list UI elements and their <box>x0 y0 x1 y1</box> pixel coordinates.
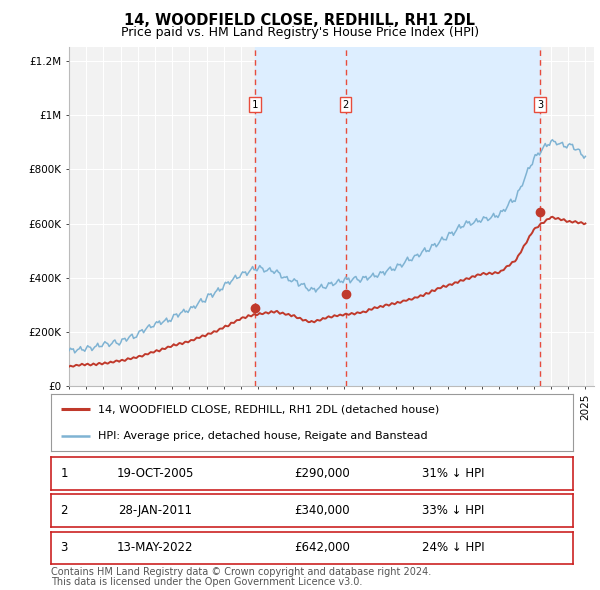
Text: 19-OCT-2005: 19-OCT-2005 <box>117 467 194 480</box>
Text: £290,000: £290,000 <box>295 467 350 480</box>
Bar <box>346 47 540 386</box>
Text: 2: 2 <box>343 100 349 110</box>
Text: Contains HM Land Registry data © Crown copyright and database right 2024.: Contains HM Land Registry data © Crown c… <box>51 567 431 577</box>
Text: Price paid vs. HM Land Registry's House Price Index (HPI): Price paid vs. HM Land Registry's House … <box>121 26 479 39</box>
Text: 13-MAY-2022: 13-MAY-2022 <box>117 541 194 555</box>
Text: 31% ↓ HPI: 31% ↓ HPI <box>422 467 484 480</box>
Text: HPI: Average price, detached house, Reigate and Banstead: HPI: Average price, detached house, Reig… <box>98 431 428 441</box>
Text: 24% ↓ HPI: 24% ↓ HPI <box>422 541 484 555</box>
Text: 28-JAN-2011: 28-JAN-2011 <box>118 504 193 517</box>
Text: 1: 1 <box>252 100 258 110</box>
Text: 33% ↓ HPI: 33% ↓ HPI <box>422 504 484 517</box>
Text: £642,000: £642,000 <box>295 541 350 555</box>
Text: 1: 1 <box>61 467 68 480</box>
Text: 3: 3 <box>537 100 543 110</box>
Text: £340,000: £340,000 <box>295 504 350 517</box>
Bar <box>255 47 346 386</box>
Text: 14, WOODFIELD CLOSE, REDHILL, RH1 2DL (detached house): 14, WOODFIELD CLOSE, REDHILL, RH1 2DL (d… <box>98 404 439 414</box>
Text: This data is licensed under the Open Government Licence v3.0.: This data is licensed under the Open Gov… <box>51 577 362 587</box>
Text: 3: 3 <box>61 541 68 555</box>
Text: 2: 2 <box>61 504 68 517</box>
Text: 14, WOODFIELD CLOSE, REDHILL, RH1 2DL: 14, WOODFIELD CLOSE, REDHILL, RH1 2DL <box>125 13 476 28</box>
